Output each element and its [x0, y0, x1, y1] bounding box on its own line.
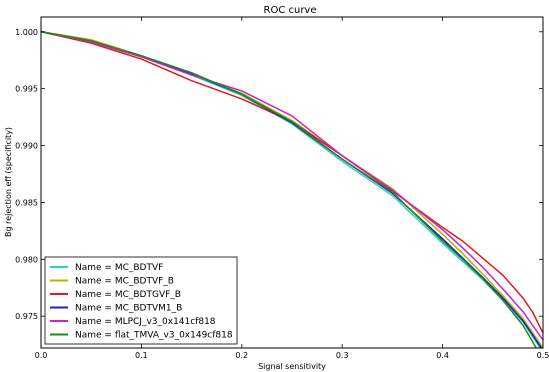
plot-frame: [40, 16, 544, 349]
chart-title: ROC curve: [264, 5, 317, 16]
x-tick-label: 0.3: [336, 351, 349, 360]
legend-label: Name = MC_BDTVF: [75, 263, 163, 273]
series-layer: [41, 31, 543, 348]
x-tick-label: 0.1: [135, 351, 148, 360]
y-tick-label: 0.980: [15, 255, 38, 264]
y-tick-label: 0.985: [15, 198, 38, 207]
legend-label: Name = MLPCJ_v3_0x141cf818: [75, 317, 216, 327]
x-tick-label: 0.2: [235, 351, 248, 360]
y-axis-label: Bg rejection eff (specificity): [4, 127, 13, 237]
series-line-3: [41, 31, 543, 334]
x-axis-label: Signal sensitivity: [258, 362, 326, 371]
legend-label: Name = MC_BDTGVF_B: [75, 290, 181, 300]
x-axis: 0.0 0.1 0.2 0.3 0.4 0.5: [35, 17, 549, 360]
legend-label: Name = flat_TMVA_v3_0x149cf818: [75, 331, 233, 341]
legend: Name = MC_BDTVF Name = MC_BDTVF_B Name = M…: [44, 256, 238, 345]
y-tick-label: 0.995: [15, 85, 38, 94]
legend-box: [44, 256, 238, 345]
series-line-6: [41, 31, 538, 348]
y-axis: 0.975 0.980 0.985 0.990 0.995 1.000: [15, 28, 543, 321]
series-line-5: [41, 31, 543, 341]
x-tick-label: 0.5: [537, 351, 549, 360]
legend-label: Name = MC_BDTVM1_B: [75, 304, 182, 314]
y-tick-label: 0.975: [15, 312, 38, 321]
y-tick-label: 0.990: [15, 142, 38, 151]
y-tick-label: 1.000: [15, 28, 38, 37]
x-tick-label: 0.0: [35, 351, 48, 360]
x-tick-label: 0.4: [436, 351, 449, 360]
legend-label: Name = MC_BDTVF_B: [75, 277, 174, 287]
